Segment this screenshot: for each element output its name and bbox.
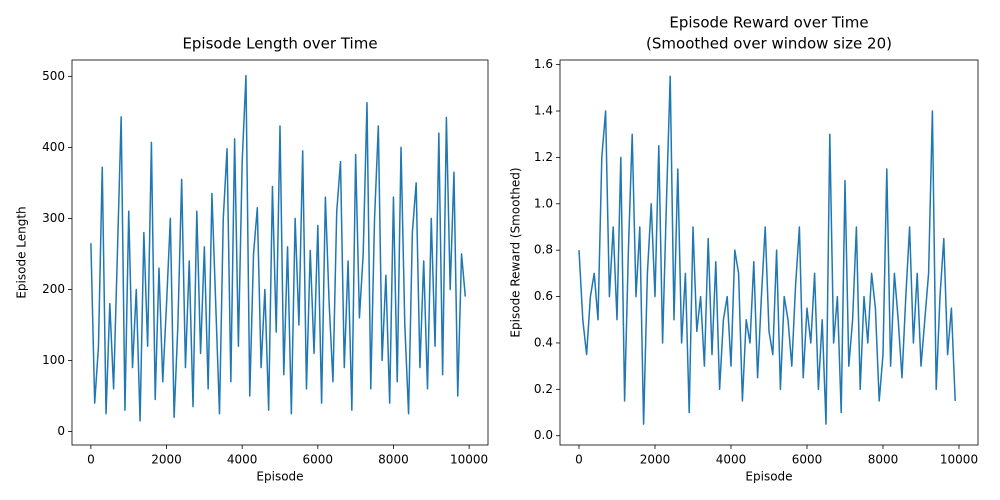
y-tick-label: 0 xyxy=(57,424,65,438)
y-tick-label: 500 xyxy=(42,69,65,83)
x-tick-label: 10000 xyxy=(450,453,488,467)
y-tick-label: 0.4 xyxy=(534,335,553,349)
y-tick-label: 400 xyxy=(42,140,65,154)
y-tick-label: 300 xyxy=(42,211,65,225)
x-tick-label: 8000 xyxy=(378,453,409,467)
chart-title: Episode Reward over Time xyxy=(669,14,868,32)
y-axis-label: Episode Length xyxy=(15,206,29,298)
x-axis-label: Episode xyxy=(256,470,303,484)
y-tick-label: 1.0 xyxy=(534,196,553,210)
x-tick-label: 6000 xyxy=(792,453,823,467)
x-tick-label: 8000 xyxy=(868,453,899,467)
x-axis-label: Episode xyxy=(745,470,792,484)
y-tick-label: 0.0 xyxy=(534,428,553,442)
y-tick-label: 0.8 xyxy=(534,243,553,257)
chart-title: Episode Length over Time xyxy=(182,35,377,53)
data-line xyxy=(578,75,956,425)
x-tick-label: 10000 xyxy=(940,453,978,467)
data-line xyxy=(90,74,467,422)
x-tick-label: 4000 xyxy=(227,453,258,467)
x-tick-label: 0 xyxy=(87,453,95,467)
x-tick-label: 2000 xyxy=(640,453,671,467)
y-tick-label: 1.4 xyxy=(534,104,553,118)
x-tick-label: 4000 xyxy=(716,453,747,467)
y-tick-label: 1.6 xyxy=(534,57,553,71)
axes-frame xyxy=(559,59,979,446)
x-tick-label: 2000 xyxy=(151,453,182,467)
y-tick-label: 100 xyxy=(42,353,65,367)
x-tick-label: 0 xyxy=(575,453,583,467)
x-tick-label: 6000 xyxy=(303,453,334,467)
axes-frame xyxy=(71,59,489,446)
y-tick-label: 0.2 xyxy=(534,382,553,396)
y-axis-label: Episode Reward (Smoothed) xyxy=(509,167,523,337)
y-tick-label: 200 xyxy=(42,282,65,296)
y-tick-label: 0.6 xyxy=(534,289,553,303)
y-tick-label: 1.2 xyxy=(534,150,553,164)
chart-subtitle: (Smoothed over window size 20) xyxy=(646,35,892,53)
